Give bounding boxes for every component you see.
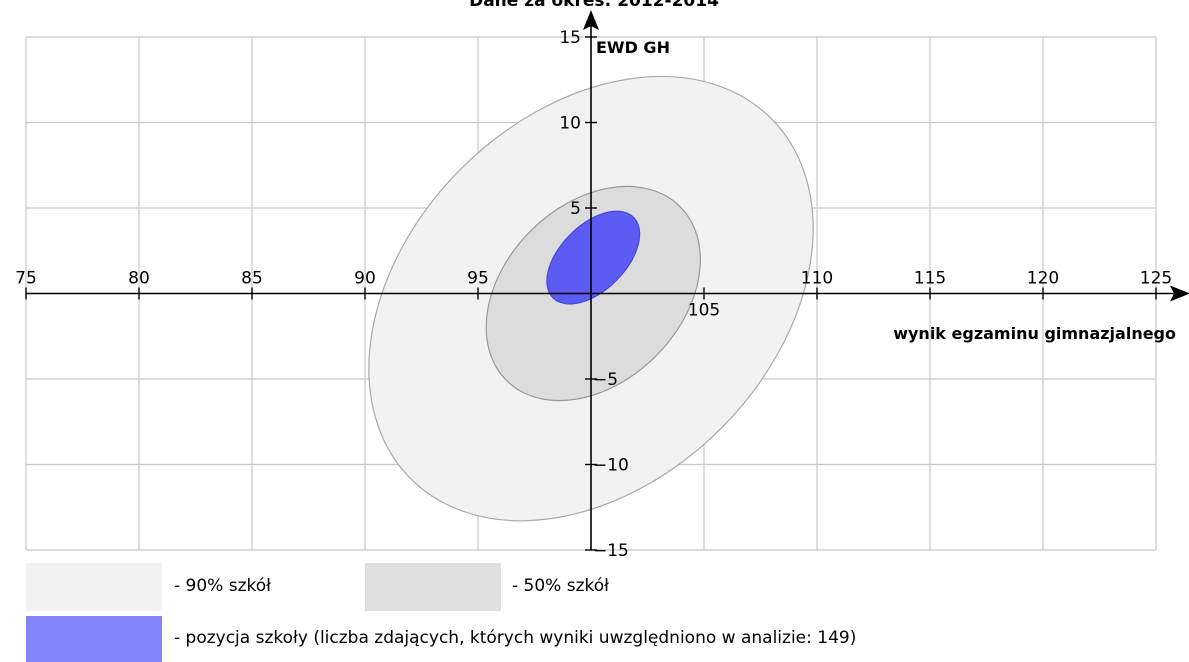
x-tick-label: 95 <box>467 269 489 289</box>
x-tick-label: 90 <box>354 269 376 289</box>
x-tick-label: 80 <box>128 269 150 289</box>
legend-swatch-90 <box>26 563 162 611</box>
y-tick-label: −10 <box>593 456 629 476</box>
y-tick-label: 15 <box>559 28 581 48</box>
legend-label-90: - 90% szkół <box>174 576 271 596</box>
x-tick-label: 110 <box>801 269 833 289</box>
x-tick-label: 125 <box>1140 269 1172 289</box>
y-tick-label: −15 <box>593 541 629 561</box>
x-tick-label: 85 <box>241 269 263 289</box>
x-tick-label: 120 <box>1027 269 1059 289</box>
legend-label-50: - 50% szkół <box>512 576 609 596</box>
y-tick-label: −5 <box>593 370 618 390</box>
y-tick-label: 10 <box>559 114 581 134</box>
legend-label-school: - pozycja szkoły (liczba zdających, któr… <box>174 628 856 648</box>
chart-title: Dane za okres: 2012-2014 <box>469 0 719 11</box>
y-tick-label: 5 <box>570 199 581 219</box>
x-axis-title: wynik egzaminu gimnazjalnego <box>893 324 1176 343</box>
x-tick-label: 105 <box>688 301 720 321</box>
x-tick-label: 75 <box>15 269 37 289</box>
y-axis-title: EWD GH <box>596 38 670 57</box>
legend-swatch-50 <box>365 563 501 611</box>
x-tick-label: 115 <box>914 269 946 289</box>
legend-swatch-school <box>26 616 162 662</box>
